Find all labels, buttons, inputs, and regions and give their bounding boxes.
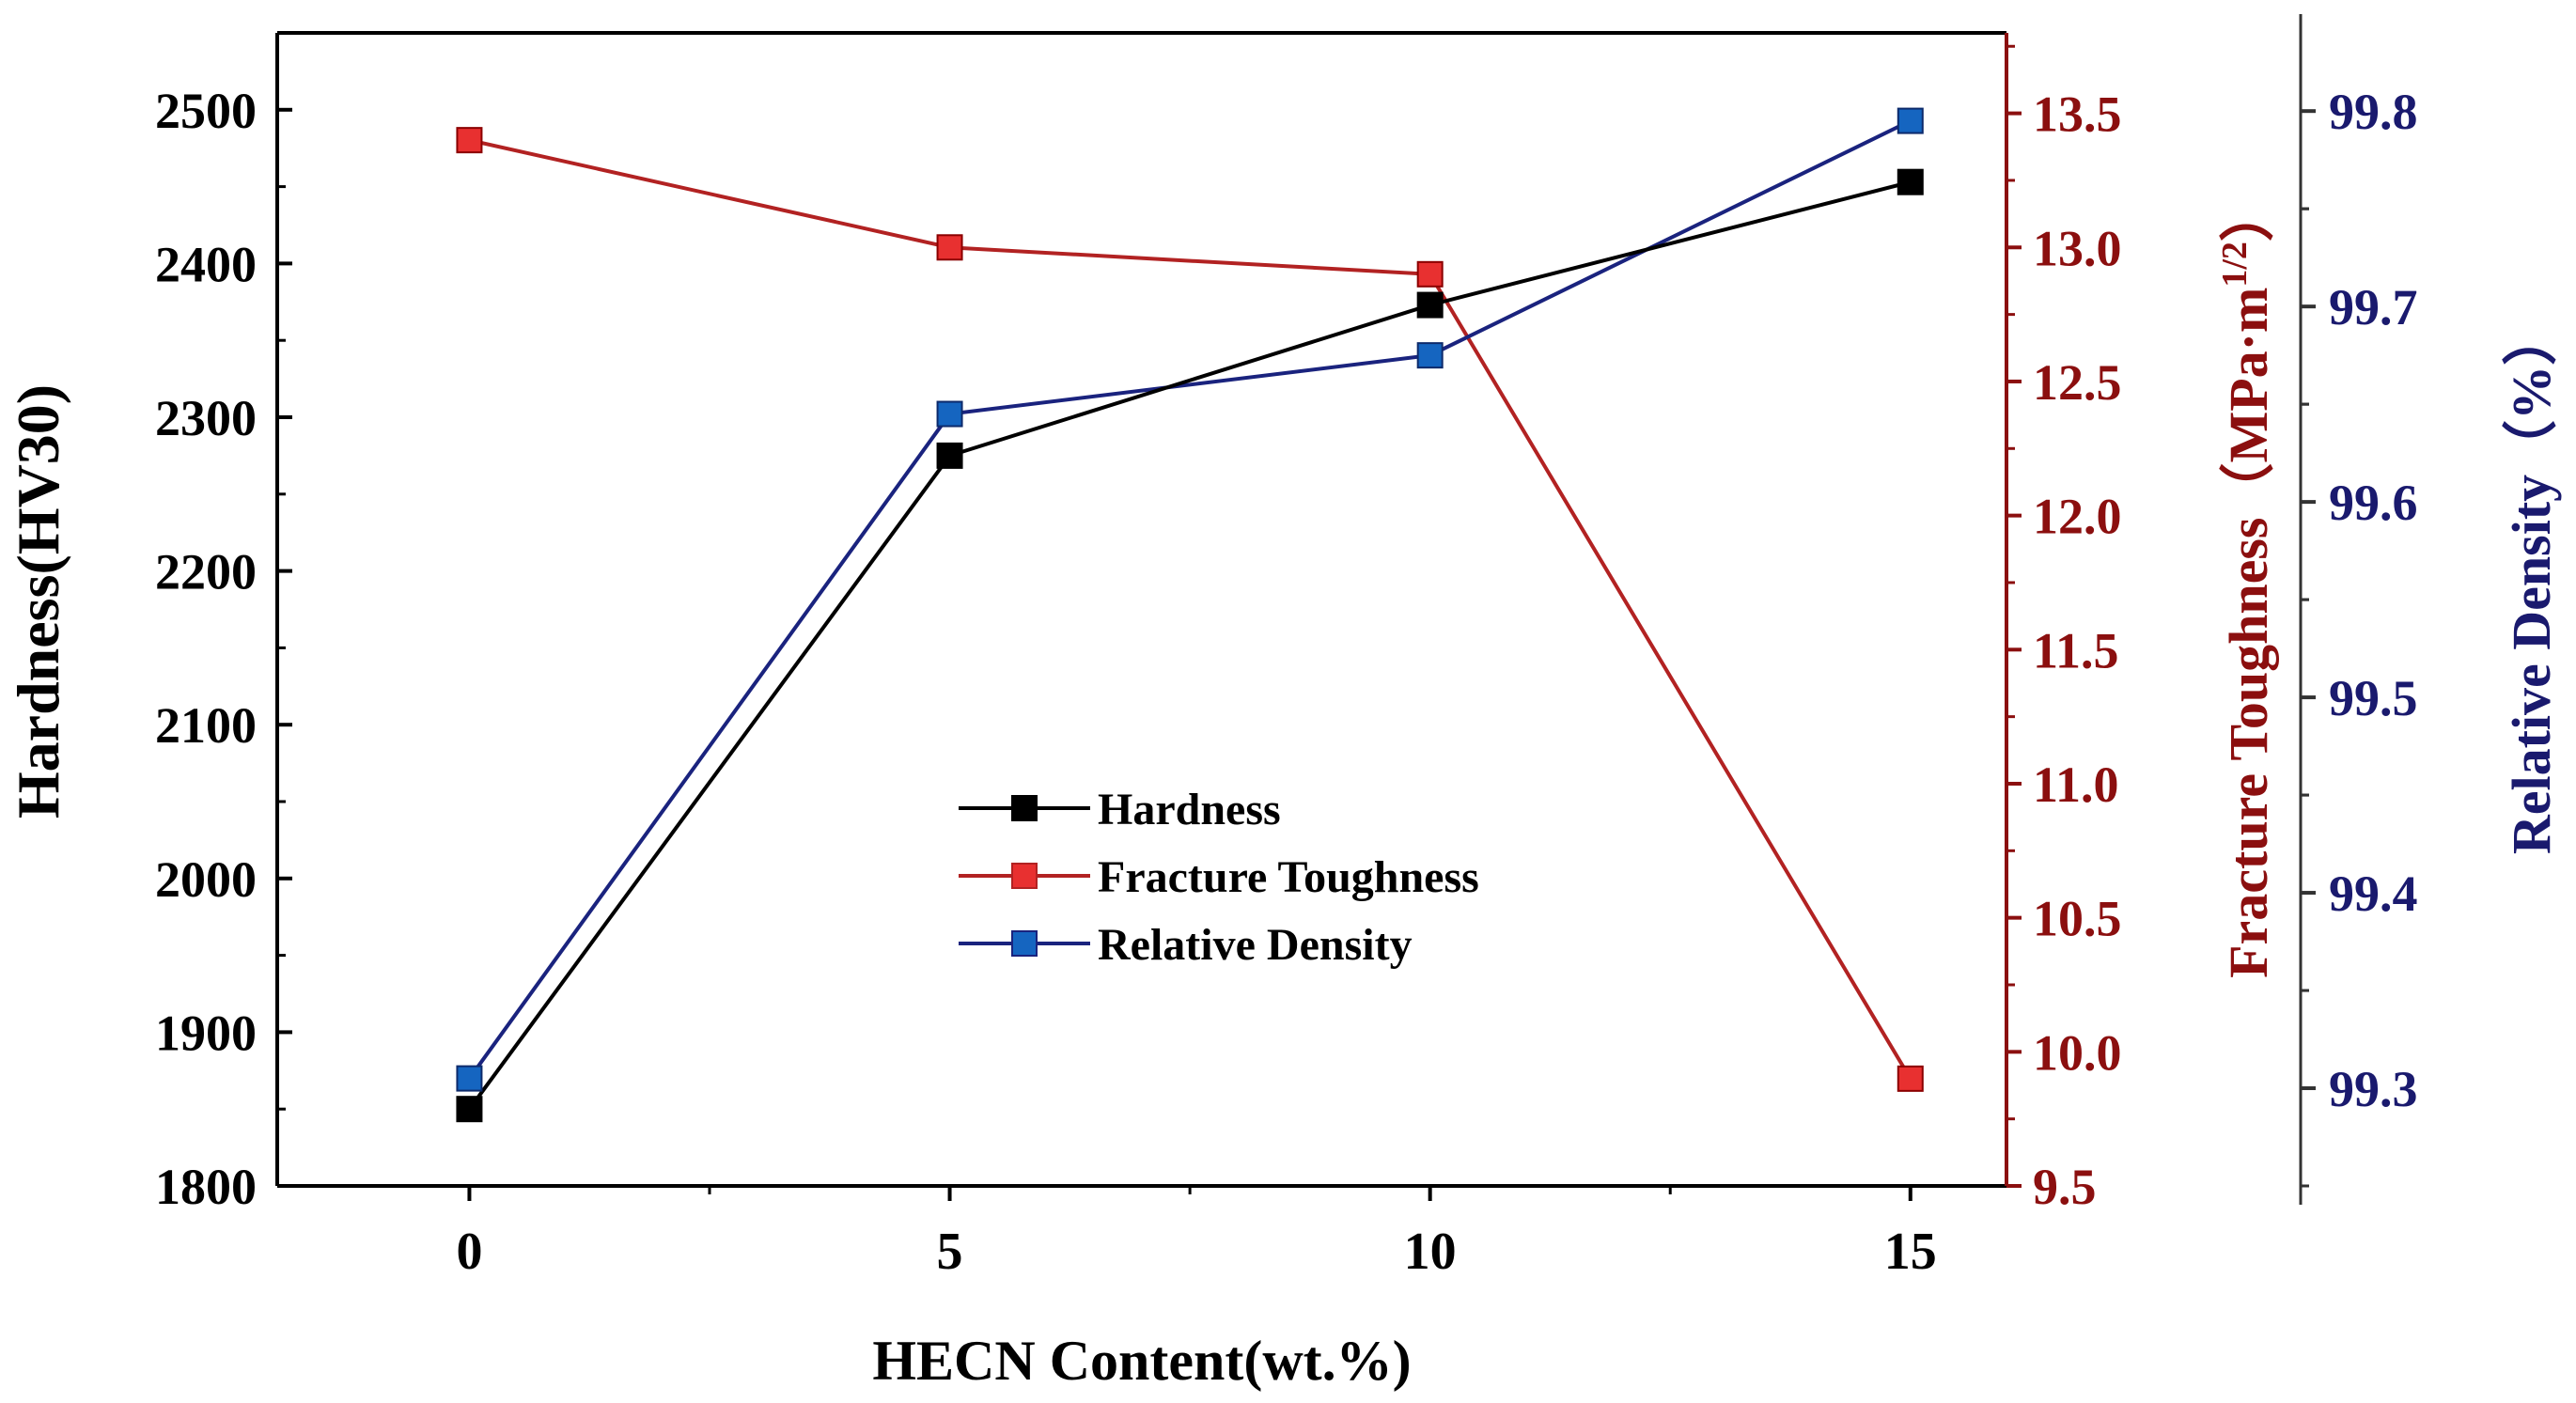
left-tick-label: 2100 <box>155 697 257 754</box>
data-point-fracture-toughness <box>1897 1065 1924 1092</box>
series-line-relative-density <box>467 118 1912 1080</box>
data-point-relative-density <box>936 400 963 428</box>
right1-tick-label: 11.5 <box>2033 622 2119 678</box>
right2-tick-label: 99.7 <box>2329 279 2418 335</box>
right1-tick-label: 11.0 <box>2033 756 2119 813</box>
data-point-relative-density <box>1897 107 1924 134</box>
right2-tick-label: 99.4 <box>2329 865 2418 922</box>
data-point-relative-density <box>1416 342 1444 369</box>
data-point-fracture-toughness <box>456 127 483 154</box>
legend-marker <box>1011 863 1038 889</box>
x-tick-label: 0 <box>456 1223 482 1281</box>
left-tick-label: 1800 <box>155 1159 257 1215</box>
right1-axis-label-main: Fracture Toughness（MPa·m <box>2218 288 2279 978</box>
right2-tick-label: 99.8 <box>2329 84 2418 140</box>
right1-axis-label-end: ） <box>2218 187 2279 242</box>
left-tick-label: 2200 <box>155 544 257 600</box>
right1-tick-label: 13.0 <box>2033 220 2122 276</box>
data-point-hardness <box>936 442 963 469</box>
axis-labels: HECN Content(wt.%) Hardness(HV30) Fractu… <box>5 187 2562 1392</box>
x-tick-label: 10 <box>1404 1223 1457 1281</box>
x-axis-label: HECN Content(wt.%) <box>872 1330 1411 1392</box>
x-tick-label: 15 <box>1884 1223 1937 1281</box>
data-point-hardness <box>1897 168 1924 195</box>
data-point-hardness <box>456 1096 483 1123</box>
series-line-fracture-toughness <box>469 138 1912 1080</box>
data-point-relative-density <box>456 1065 483 1092</box>
right1-tick-label: 9.5 <box>2033 1159 2097 1215</box>
right1-tick-label: 10.0 <box>2033 1024 2122 1081</box>
left-tick-label: 2500 <box>155 83 257 139</box>
series-line-hardness <box>467 179 1912 1111</box>
right2-tick-label: 99.6 <box>2329 475 2418 531</box>
left-tick-label: 1900 <box>155 1005 257 1061</box>
right2-tick-label: 99.5 <box>2329 670 2418 726</box>
legend-marker <box>1011 795 1038 821</box>
legend-label: Fracture Toughness <box>1098 852 1479 902</box>
right1-tick-label: 13.5 <box>2033 86 2122 143</box>
data-point-fracture-toughness <box>936 234 963 261</box>
right1-tick-label: 12.5 <box>2033 354 2122 411</box>
left-tick-label: 2400 <box>155 236 257 292</box>
right1-axis-label: Fracture Toughness（MPa·m1/2） <box>2215 187 2279 978</box>
legend-marker <box>1011 930 1038 957</box>
right1-tick-label: 12.0 <box>2033 489 2122 545</box>
legend-label: Hardness <box>1098 785 1281 834</box>
right2-tick-label: 99.3 <box>2329 1061 2418 1117</box>
x-tick-label: 5 <box>937 1223 963 1281</box>
legend: Hardness Fracture Toughness Relative Densi… <box>959 785 1479 970</box>
left-axis-label: Hardness(HV30) <box>5 384 71 818</box>
right1-axis-label-sup: 1/2 <box>2215 242 2255 288</box>
right1-tick-label: 10.5 <box>2033 891 2122 947</box>
right2-axis-label: Relative Density（%） <box>2501 311 2562 854</box>
series-layer <box>456 107 1924 1123</box>
legend-label: Relative Density <box>1098 920 1413 970</box>
axes-layer: 0 5 10 15 1800 1900 2000 2100 2200 2300 2400 2500 9.… <box>155 14 2418 1281</box>
left-tick-label: 2300 <box>155 390 257 446</box>
data-point-hardness <box>1416 291 1444 319</box>
left-tick-label: 2000 <box>155 851 257 908</box>
data-point-fracture-toughness <box>1416 260 1444 288</box>
